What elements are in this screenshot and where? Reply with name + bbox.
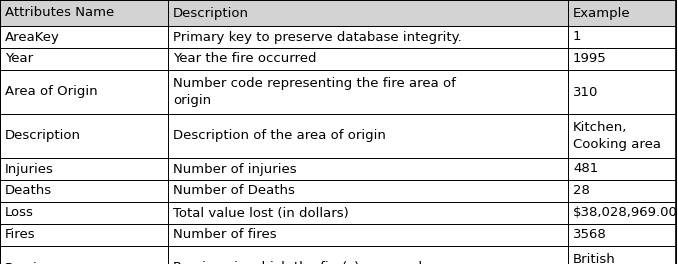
Bar — [0, 202, 168, 224]
Bar — [0, 246, 168, 264]
Text: 3568: 3568 — [573, 229, 607, 242]
Text: 28: 28 — [573, 185, 590, 197]
Text: Area of Origin: Area of Origin — [5, 86, 98, 98]
Bar — [168, 202, 568, 224]
Bar — [568, 246, 676, 264]
Text: British: British — [573, 253, 616, 264]
Text: Number of Deaths: Number of Deaths — [173, 185, 295, 197]
Bar — [168, 114, 568, 158]
Bar — [168, 0, 568, 26]
Bar — [568, 202, 676, 224]
Bar — [0, 158, 168, 180]
Text: 310: 310 — [573, 86, 599, 98]
Text: Kitchen,: Kitchen, — [573, 121, 627, 134]
Text: Deaths: Deaths — [5, 185, 52, 197]
Bar — [568, 224, 676, 246]
Text: Province in which the fire(s) occurred: Province in which the fire(s) occurred — [173, 262, 422, 264]
Bar — [168, 158, 568, 180]
Text: Loss: Loss — [5, 206, 34, 219]
Text: Injuries: Injuries — [5, 163, 54, 176]
Bar — [568, 180, 676, 202]
Bar — [168, 26, 568, 48]
Bar — [168, 70, 568, 114]
Text: $38,028,969.00: $38,028,969.00 — [573, 206, 678, 219]
Bar — [168, 48, 568, 70]
Bar — [0, 26, 168, 48]
Text: AreaKey: AreaKey — [5, 31, 60, 44]
Bar — [168, 224, 568, 246]
Text: Year: Year — [5, 53, 33, 65]
Bar — [0, 114, 168, 158]
Text: Primary key to preserve database integrity.: Primary key to preserve database integri… — [173, 31, 462, 44]
Text: Fires: Fires — [5, 229, 36, 242]
Text: Description: Description — [173, 7, 249, 20]
Text: Province: Province — [5, 262, 62, 264]
Text: Description of the area of origin: Description of the area of origin — [173, 130, 386, 143]
Bar — [568, 70, 676, 114]
Bar — [568, 26, 676, 48]
Text: Year the fire occurred: Year the fire occurred — [173, 53, 317, 65]
Text: Example: Example — [573, 7, 631, 20]
Bar — [568, 114, 676, 158]
Text: Cooking area: Cooking area — [573, 138, 661, 151]
Bar — [168, 246, 568, 264]
Text: Attributes Name: Attributes Name — [5, 7, 115, 20]
Text: Total value lost (in dollars): Total value lost (in dollars) — [173, 206, 348, 219]
Text: Number code representing the fire area of: Number code representing the fire area o… — [173, 77, 456, 90]
Bar — [0, 180, 168, 202]
Text: 1: 1 — [573, 31, 582, 44]
Bar — [0, 0, 168, 26]
Text: 1995: 1995 — [573, 53, 607, 65]
Text: 481: 481 — [573, 163, 598, 176]
Bar — [568, 158, 676, 180]
Bar — [168, 180, 568, 202]
Text: origin: origin — [173, 94, 211, 107]
Text: Number of injuries: Number of injuries — [173, 163, 297, 176]
Text: Number of fires: Number of fires — [173, 229, 277, 242]
Bar — [0, 70, 168, 114]
Text: Description: Description — [5, 130, 81, 143]
Bar — [0, 48, 168, 70]
Bar — [0, 224, 168, 246]
Bar — [568, 48, 676, 70]
Bar — [568, 0, 676, 26]
